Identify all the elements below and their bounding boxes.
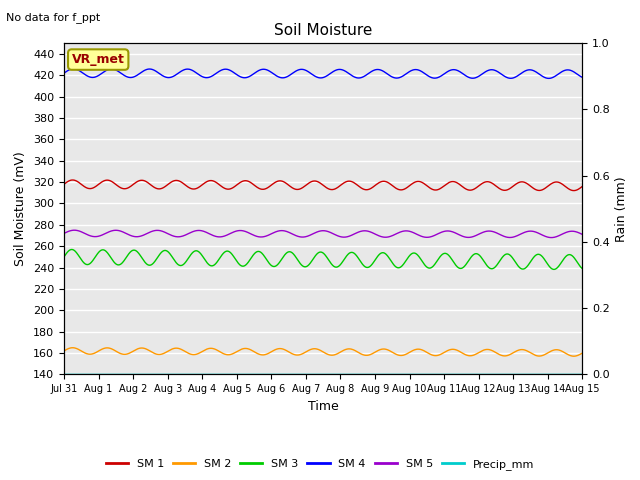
Legend: SM 1, SM 2, SM 3, SM 4, SM 5, Precip_mm: SM 1, SM 2, SM 3, SM 4, SM 5, Precip_mm: [101, 455, 539, 474]
Title: Soil Moisture: Soil Moisture: [274, 23, 372, 38]
Text: No data for f_ppt: No data for f_ppt: [6, 12, 100, 23]
Y-axis label: Soil Moisture (mV): Soil Moisture (mV): [15, 151, 28, 266]
Y-axis label: Rain (mm): Rain (mm): [616, 176, 628, 241]
Text: VR_met: VR_met: [72, 53, 125, 66]
X-axis label: Time: Time: [308, 400, 339, 413]
